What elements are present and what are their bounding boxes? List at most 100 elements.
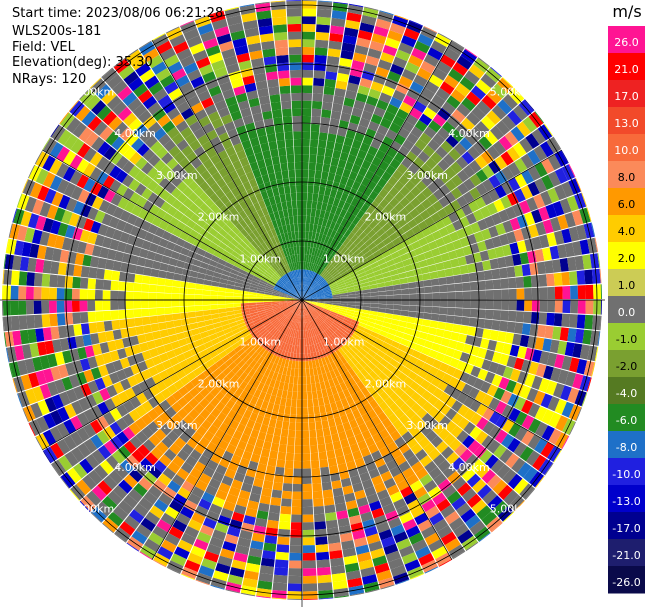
- velocity-gate: [304, 338, 307, 346]
- velocity-gate: [374, 395, 385, 406]
- velocity-gate: [59, 338, 70, 351]
- velocity-gate: [195, 357, 206, 367]
- velocity-gate: [303, 330, 306, 339]
- velocity-gate: [397, 425, 409, 437]
- velocity-gate: [469, 399, 482, 413]
- velocity-gate: [133, 483, 148, 497]
- velocity-gate: [481, 359, 492, 371]
- velocity-gate: [231, 187, 241, 198]
- velocity-gate: [456, 55, 473, 70]
- velocity-gate: [417, 220, 428, 231]
- velocity-gate: [302, 161, 309, 170]
- velocity-gate: [395, 362, 405, 372]
- velocity-gate: [239, 457, 250, 468]
- velocity-gate: [411, 47, 427, 61]
- velocity-gate: [427, 182, 439, 194]
- velocity-gate: [54, 207, 66, 222]
- velocity-gate: [256, 290, 265, 294]
- velocity-gate: [64, 134, 78, 150]
- velocity-gate: [450, 388, 462, 400]
- velocity-gate: [552, 326, 562, 340]
- velocity-gate: [187, 552, 203, 565]
- velocity-gate: [385, 241, 395, 250]
- velocity-gate: [304, 322, 307, 331]
- velocity-gate: [330, 311, 338, 316]
- velocity-gate: [316, 201, 323, 210]
- velocity-gate: [443, 384, 455, 396]
- velocity-gate: [217, 304, 226, 309]
- velocity-gate: [297, 338, 300, 346]
- velocity-gate: [175, 237, 186, 247]
- velocity-gate: [348, 300, 356, 303]
- velocity-gate: [455, 291, 464, 300]
- velocity-gate: [269, 277, 278, 284]
- velocity-gate: [205, 484, 218, 497]
- velocity-gate: [220, 385, 230, 396]
- velocity-gate: [258, 455, 269, 466]
- velocity-gate: [279, 278, 286, 285]
- velocity-gate: [480, 381, 492, 394]
- velocity-gate: [400, 486, 414, 498]
- velocity-gate: [237, 359, 246, 369]
- velocity-gate: [287, 295, 295, 298]
- velocity-gate: [340, 373, 348, 382]
- velocity-gate: [320, 269, 326, 277]
- velocity-gate: [214, 66, 228, 78]
- velocity-gate: [217, 258, 227, 266]
- velocity-gate: [324, 380, 331, 389]
- velocity-gate: [323, 243, 330, 253]
- velocity-gate: [295, 286, 299, 294]
- velocity-gate: [517, 346, 528, 359]
- velocity-gate: [393, 377, 404, 387]
- velocity-gate: [490, 459, 505, 474]
- velocity-gate: [238, 268, 248, 275]
- velocity-gate: [497, 331, 507, 343]
- velocity-gate: [329, 256, 336, 265]
- colorbar-tick-label: -2.0: [616, 360, 637, 373]
- velocity-gate: [407, 499, 421, 512]
- velocity-gate: [229, 519, 243, 530]
- velocity-gate: [494, 246, 505, 258]
- velocity-gate: [328, 394, 336, 404]
- velocity-gate: [210, 154, 221, 165]
- velocity-gate: [284, 232, 289, 241]
- velocity-gate: [70, 138, 85, 154]
- velocity-gate: [340, 270, 349, 277]
- velocity-gate: [356, 390, 365, 400]
- velocity-gate: [317, 297, 325, 300]
- velocity-gate: [319, 313, 327, 320]
- velocity-gate: [135, 325, 145, 336]
- velocity-gate: [340, 323, 349, 330]
- velocity-gate: [292, 306, 298, 313]
- velocity-gate: [302, 353, 306, 362]
- velocity-gate: [420, 266, 430, 275]
- velocity-gate: [263, 301, 272, 304]
- velocity-gate: [396, 505, 410, 517]
- velocity-gate: [257, 288, 265, 292]
- velocity-gate: [469, 520, 486, 536]
- velocity-gate: [287, 598, 302, 600]
- velocity-gate: [392, 115, 405, 127]
- velocity-gate: [291, 506, 302, 515]
- velocity-gate: [300, 307, 302, 316]
- velocity-gate: [585, 300, 594, 315]
- velocity-gate: [185, 335, 195, 344]
- velocity-gate: [312, 282, 319, 290]
- velocity-gate: [319, 225, 326, 235]
- velocity-gate: [176, 48, 192, 61]
- velocity-gate: [420, 87, 435, 101]
- velocity-gate: [27, 329, 37, 344]
- velocity-gate: [438, 314, 447, 323]
- velocity-gate: [266, 343, 273, 352]
- velocity-gate: [360, 566, 376, 578]
- velocity-gate: [405, 151, 418, 163]
- velocity-gate: [416, 300, 425, 306]
- velocity-gate: [363, 265, 372, 272]
- velocity-gate: [315, 382, 322, 391]
- velocity-gate: [352, 409, 362, 419]
- velocity-gate: [421, 243, 431, 253]
- velocity-gate: [248, 460, 259, 471]
- velocity-gate: [386, 103, 399, 116]
- velocity-gate: [440, 504, 456, 519]
- velocity-gate: [267, 457, 277, 467]
